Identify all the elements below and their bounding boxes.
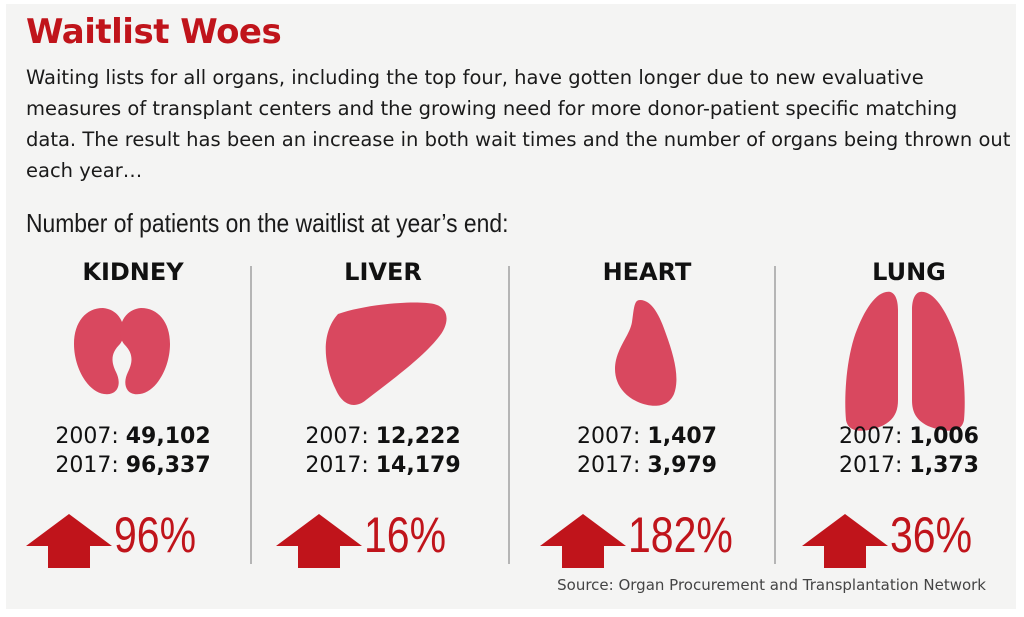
stats-block: 2007: 49,102 2017: 96,337 <box>6 422 260 480</box>
organ-column-lung: LUNG 2007: 1,006 2017: 1,373 36% <box>782 254 1024 584</box>
year-label: 2007: <box>839 424 903 449</box>
organ-name: KIDNEY <box>82 258 184 286</box>
stats-block: 2007: 12,222 2017: 14,179 <box>256 422 510 480</box>
percent-change: 16% <box>364 507 447 563</box>
change-indicator: 36% <box>802 506 1024 586</box>
change-indicator: 16% <box>276 506 516 586</box>
page-title: Waitlist Woes <box>26 12 282 52</box>
year-label: 2017: <box>55 453 119 478</box>
change-indicator: 96% <box>26 506 266 586</box>
liver-icon <box>325 302 447 405</box>
percent-change: 36% <box>890 507 973 563</box>
year-label: 2007: <box>305 424 369 449</box>
organ-name: HEART <box>602 258 692 286</box>
organ-name: LIVER <box>344 258 422 286</box>
year-label: 2017: <box>577 453 641 478</box>
up-arrow-icon <box>540 514 626 568</box>
up-arrow-icon <box>276 514 362 568</box>
stats-block: 2007: 1,407 2017: 3,979 <box>520 422 774 480</box>
value-2007: 12,222 <box>375 424 461 449</box>
organ-column-liver: LIVER 2007: 12,222 2017: 14,179 16% <box>256 254 510 584</box>
percent-change: 182% <box>628 507 733 563</box>
column-divider <box>774 266 776 564</box>
value-2007: 1,407 <box>647 424 717 449</box>
organ-column-kidney: KIDNEY 2007: 49,102 2017: 96,337 96% <box>6 254 260 584</box>
value-2017: 14,179 <box>375 453 461 478</box>
organ-name: LUNG <box>872 258 946 286</box>
value-2017: 3,979 <box>647 453 717 478</box>
intro-paragraph: Waiting lists for all organs, including … <box>26 66 1011 182</box>
value-2007: 49,102 <box>125 424 211 449</box>
column-divider <box>508 266 510 564</box>
change-indicator: 182% <box>540 506 780 586</box>
infographic-card: Waitlist Woes Waiting lists for all orga… <box>6 4 1016 609</box>
year-label: 2007: <box>577 424 641 449</box>
percent-change: 96% <box>114 507 197 563</box>
heart-icon <box>614 300 677 406</box>
up-arrow-icon <box>802 514 888 568</box>
stats-block: 2007: 1,006 2017: 1,373 <box>782 422 1024 480</box>
value-2017: 1,373 <box>909 453 979 478</box>
year-label: 2007: <box>55 424 119 449</box>
organ-column-heart: HEART 2007: 1,407 2017: 3,979 182% <box>520 254 774 584</box>
year-label: 2017: <box>839 453 903 478</box>
year-label: 2017: <box>305 453 369 478</box>
value-2007: 1,006 <box>909 424 979 449</box>
up-arrow-icon <box>26 514 112 568</box>
kidney-icon <box>74 308 170 395</box>
value-2017: 96,337 <box>125 453 211 478</box>
source-note: Source: Organ Procurement and Transplant… <box>557 576 986 594</box>
lung-icon <box>845 291 965 431</box>
section-subhead: Number of patients on the waitlist at ye… <box>26 208 509 238</box>
column-divider <box>250 266 252 564</box>
